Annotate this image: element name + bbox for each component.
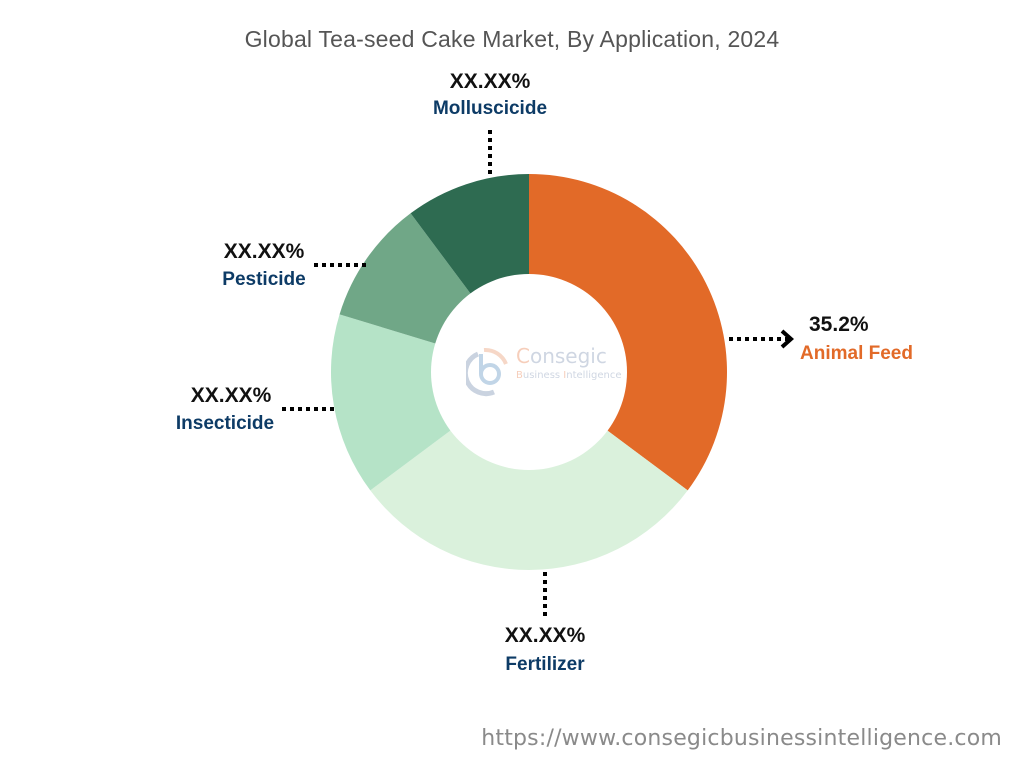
label-pesticide: XX.XX% Pesticide [212, 240, 316, 291]
slice-fertilizer [370, 372, 688, 570]
arrow-head-icon [780, 329, 795, 349]
chart-title: Global Tea-seed Cake Market, By Applicat… [244, 26, 780, 52]
value-insecticide: XX.XX% [190, 384, 272, 407]
consegic-logo-icon [462, 347, 508, 397]
value-molluscicide: XX.XX% [449, 70, 531, 93]
category-animal-feed: Animal Feed [800, 343, 913, 364]
watermark-line1: Consegic [516, 344, 607, 368]
label-insecticide: XX.XX% Insecticide [166, 384, 284, 435]
value-pesticide: XX.XX% [223, 240, 305, 263]
category-fertilizer: Fertilizer [505, 654, 585, 675]
category-molluscicide: Molluscicide [432, 98, 548, 119]
label-fertilizer: XX.XX% Fertilizer [490, 624, 600, 676]
donut-hole [431, 274, 627, 470]
label-animal-feed: 35.2% Animal Feed [800, 313, 913, 365]
slice-animal-feed [529, 174, 728, 491]
leader-lines [282, 130, 790, 618]
watermark-line2: Business Intelligence [516, 370, 622, 381]
value-fertilizer: XX.XX% [504, 624, 586, 647]
watermark-logo: Consegic Business Intelligence [462, 340, 631, 400]
category-insecticide: Insecticide [175, 413, 275, 434]
value-animal-feed: 35.2% [809, 313, 869, 336]
footer-url: https://www.consegicbusinessintelligence… [481, 726, 1002, 751]
category-pesticide: Pesticide [222, 269, 306, 290]
label-molluscicide: XX.XX% Molluscicide [425, 70, 555, 120]
